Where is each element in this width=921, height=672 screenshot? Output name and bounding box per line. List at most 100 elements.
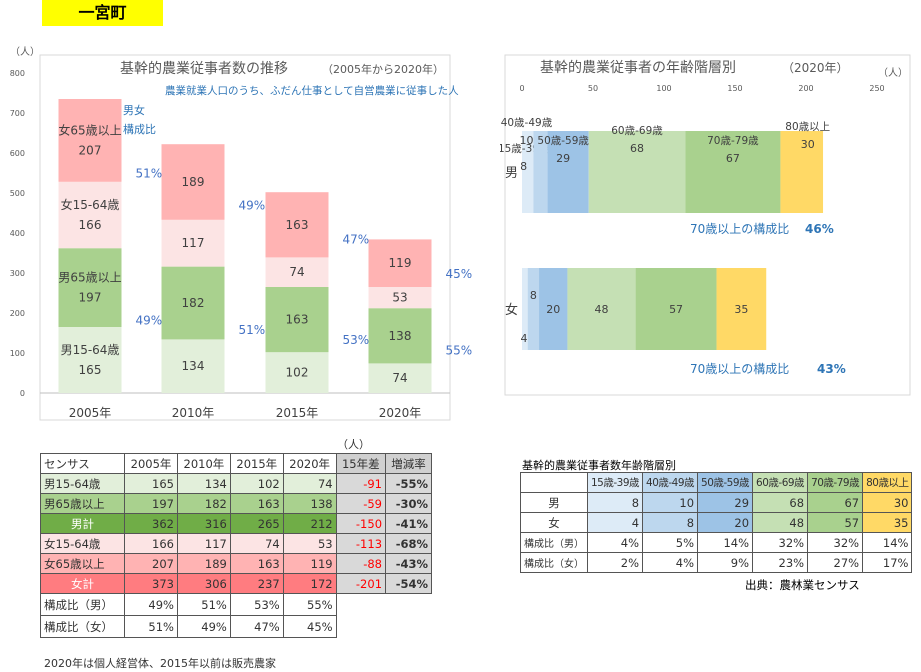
- header-cell: 2005年: [124, 453, 178, 474]
- table-cell: 74: [229, 533, 284, 554]
- data-label: 117: [182, 236, 205, 250]
- table-cell: 女65歳以上: [39, 553, 126, 574]
- table-cell: 構成比（女）: [39, 615, 126, 638]
- x-tick-label: 2015年: [276, 406, 319, 420]
- x-tick-label: 150: [727, 84, 742, 93]
- empty-cell: [336, 594, 431, 616]
- x-tick-label: 2005年: [69, 406, 112, 420]
- table-cell: 2%: [586, 552, 644, 573]
- y-unit-label: （人）: [10, 46, 40, 58]
- table-cell: -150: [335, 513, 387, 534]
- data-label: 57: [669, 303, 683, 316]
- data-label: 189: [182, 175, 205, 189]
- bar-segment: [533, 131, 548, 213]
- header-cell: 15歳-39歳: [586, 472, 644, 493]
- table-cell: -54%: [385, 573, 432, 594]
- table-cell: -43%: [385, 553, 432, 574]
- table2-title: 基幹的農業従事者数年齢階層別: [522, 459, 676, 472]
- table-cell: 163: [229, 493, 284, 514]
- data-label: 4: [521, 332, 528, 345]
- segment-name-label: 60歳-69歳: [611, 125, 663, 137]
- table-cell: 5%: [642, 532, 699, 553]
- table-row: 女65歳以上 207 189 163 119 -88 -43%: [39, 553, 432, 574]
- y-tick-label: 600: [10, 149, 25, 158]
- female-share-label: 47%: [343, 233, 370, 247]
- table-cell: 男65歳以上: [39, 493, 126, 514]
- bar-segment: [368, 308, 432, 364]
- header-row: 15歳-39歳 40歳-49歳 50歳-59歳 60歳-69歳 70歳-79歳 80歳以上: [520, 472, 913, 493]
- table-cell: 237: [229, 573, 284, 594]
- table-row: 女 4 8 20 48 57 35: [520, 512, 913, 533]
- table-cell: -113: [335, 533, 387, 554]
- data-label: 197: [79, 291, 102, 305]
- table-cell: 53: [282, 533, 337, 554]
- data-label: 163: [286, 218, 309, 232]
- header-cell: [520, 472, 588, 493]
- table-row: 構成比（女） 2% 4% 9% 23% 27% 17%: [520, 552, 913, 573]
- male-share-label: 53%: [343, 333, 370, 347]
- female-share-label: 49%: [239, 198, 266, 212]
- bar-segment: [368, 239, 432, 287]
- bar-segment: [58, 327, 122, 393]
- bar-segment: [635, 268, 717, 350]
- bar-segment: [368, 363, 432, 393]
- population-trend-chart: （人） 基幹的農業従事者数の推移 （2005年から2020年） 農業就業人口のう…: [10, 46, 473, 421]
- chart-title: 基幹的農業従事者数の推移: [120, 60, 288, 77]
- bar-segment: [685, 131, 781, 213]
- header-cell: 40歳-49歳: [642, 472, 699, 493]
- table-cell: 119: [282, 553, 337, 574]
- ratio-row: 構成比（男） 49% 51% 53% 55%: [39, 593, 432, 616]
- table-cell: 男計: [39, 513, 126, 534]
- data-label: 68: [630, 142, 644, 155]
- data-label: 182: [182, 296, 205, 310]
- age-table: 15歳-39歳 40歳-49歳 50歳-59歳 60歳-69歳 70歳-79歳 80歳以上…: [520, 472, 913, 573]
- data-label: 8: [520, 160, 527, 173]
- female-share-label: 45%: [446, 267, 473, 281]
- x-tick-label: 200: [798, 84, 813, 93]
- table-cell: 74: [282, 473, 337, 494]
- table-cell: 4: [586, 512, 644, 533]
- table-cell: -91: [335, 473, 387, 494]
- x-tick-label: 0: [519, 84, 524, 93]
- bar-segment: [58, 99, 122, 182]
- male-share-label: 51%: [239, 323, 266, 337]
- table-cell: 212: [282, 513, 337, 534]
- table-cell: -68%: [385, 533, 432, 554]
- table-cell: 14%: [697, 532, 754, 553]
- bar-segment: [265, 352, 329, 393]
- chart-title-sub: （2020年）: [782, 61, 849, 75]
- header-cell: 60歳-69歳: [752, 472, 809, 493]
- table-cell: 265: [229, 513, 284, 534]
- bar-segment: [265, 257, 329, 287]
- bar-segment: [547, 131, 589, 213]
- table-cell: 30: [862, 492, 913, 513]
- header-cell: 80歳以上: [862, 472, 913, 493]
- data-label: 48: [595, 303, 609, 316]
- table-cell: 57: [807, 512, 864, 533]
- table-row: 男15-64歳 165 134 102 74 -91 -55%: [39, 473, 432, 494]
- table-cell: 構成比（男）: [520, 532, 588, 553]
- table-cell: 8: [586, 492, 644, 513]
- y-tick-label: 0: [20, 389, 25, 398]
- data-label: 102: [286, 366, 309, 380]
- table-cell: 306: [176, 573, 231, 594]
- table-cell: 49%: [176, 615, 231, 638]
- y-category-label: 女: [505, 302, 518, 318]
- table-cell: 10: [642, 492, 699, 513]
- bar-segment: [527, 268, 540, 350]
- table-cell: -30%: [385, 493, 432, 514]
- table-cell: 45%: [282, 615, 337, 638]
- bar-segment: [58, 248, 122, 327]
- table-row: 男計 362 316 265 212 -150 -41%: [39, 513, 432, 534]
- table-cell: 67: [807, 492, 864, 513]
- data-label: 163: [286, 313, 309, 327]
- table-cell: 362: [124, 513, 178, 534]
- table-cell: 8: [642, 512, 699, 533]
- table-cell: 68: [752, 492, 809, 513]
- table-cell: 102: [229, 473, 284, 494]
- table-cell: 117: [176, 533, 231, 554]
- y-tick-label: 500: [10, 189, 25, 198]
- table-cell: 55%: [282, 593, 337, 616]
- table-cell: 20: [697, 512, 754, 533]
- table-cell: 17%: [862, 552, 913, 573]
